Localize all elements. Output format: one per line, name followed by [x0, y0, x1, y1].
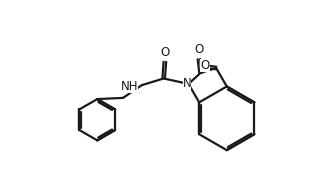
Text: NH: NH [121, 80, 138, 93]
Text: O: O [200, 59, 209, 72]
Text: N: N [183, 77, 192, 90]
Text: O: O [160, 46, 170, 59]
Text: O: O [194, 43, 203, 56]
